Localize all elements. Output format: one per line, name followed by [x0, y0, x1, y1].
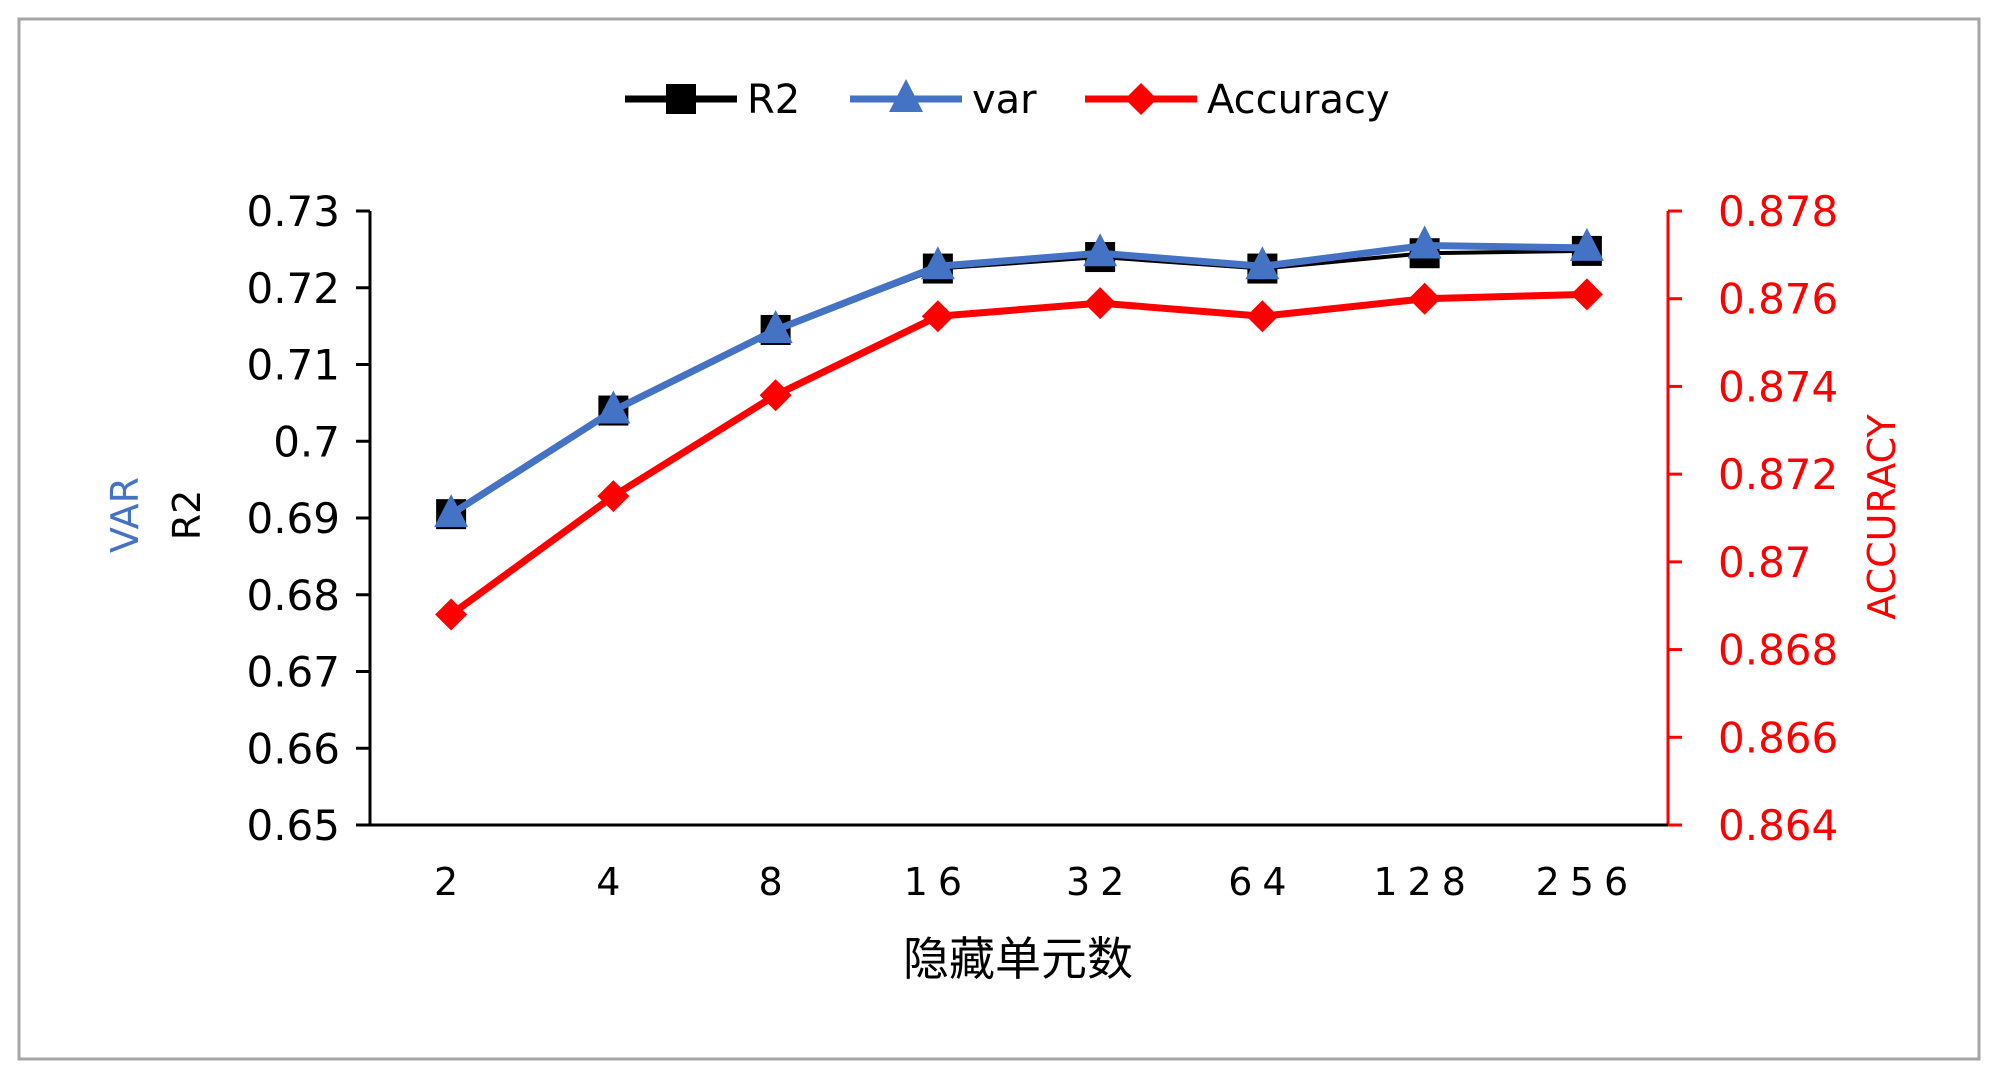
legend-label-accuracy: Accuracy — [1207, 77, 1390, 123]
series-line-accuracy — [449, 290, 1587, 618]
y-axis-title-accuracy: ACCURACY — [1860, 413, 1904, 619]
left-y-tick-label: 0.65 — [246, 801, 340, 850]
data-point-accuracy — [597, 480, 630, 513]
right-y-tick-label: 0.872 — [1718, 450, 1838, 499]
data-point-var — [1569, 227, 1604, 261]
legend-label-r2: R2 — [747, 77, 800, 123]
plot-lines — [434, 225, 1604, 631]
legend-marker-var — [889, 79, 923, 112]
legend: R2 var Accuracy — [625, 77, 1390, 123]
x-tick-label: 16 — [904, 860, 972, 904]
right-y-tick-label: 0.876 — [1718, 275, 1838, 324]
data-point-accuracy — [435, 598, 468, 631]
x-tick-label: 8 — [759, 860, 793, 904]
right-y-tick-label: 0.866 — [1718, 713, 1838, 762]
axes — [356, 209, 1682, 827]
left-y-tick-label: 0.69 — [246, 494, 340, 543]
y-axis-title-var: VAR — [103, 477, 147, 553]
left-y-tick-label: 0.68 — [246, 571, 340, 620]
data-point-var — [1083, 233, 1118, 267]
x-tick-label: 4 — [596, 860, 630, 904]
data-point-accuracy — [1084, 287, 1117, 320]
left-y-tick-label: 0.72 — [246, 264, 340, 313]
right-y-tick-label: 0.868 — [1718, 626, 1838, 675]
series-line-var — [449, 242, 1587, 518]
left-y-tick-label: 0.7 — [273, 417, 340, 466]
legend-item-var: var — [850, 77, 1037, 123]
data-point-var — [1245, 246, 1280, 280]
x-tick-label: 32 — [1066, 860, 1134, 904]
right-y-tick-label: 0.874 — [1718, 362, 1838, 411]
left-y-tick-label: 0.71 — [246, 341, 340, 390]
data-point-accuracy — [1246, 300, 1279, 333]
data-point-accuracy — [1408, 282, 1441, 315]
y-axis-title-r2: R2 — [165, 490, 209, 541]
chart-frame — [17, 17, 1981, 1061]
data-point-var — [434, 494, 469, 528]
left-y-tick-label: 0.67 — [246, 648, 340, 697]
x-tick-label: 2 — [434, 860, 468, 904]
x-tick-label: 256 — [1536, 860, 1639, 904]
data-point-var — [596, 390, 631, 424]
data-point-var — [920, 246, 955, 280]
data-point-accuracy — [759, 379, 792, 412]
data-point-accuracy — [921, 300, 954, 333]
legend-marker-accuracy — [1125, 83, 1157, 115]
x-tick-label: 64 — [1228, 860, 1296, 904]
x-tick-label: 128 — [1373, 860, 1476, 904]
right-y-tick-label: 0.878 — [1718, 187, 1838, 236]
data-point-var — [758, 309, 793, 343]
right-y-tick-label: 0.87 — [1718, 538, 1812, 587]
legend-marker-r2 — [666, 84, 696, 114]
legend-item-accuracy: Accuracy — [1085, 77, 1390, 123]
left-y-tick-label: 0.73 — [246, 187, 340, 236]
legend-item-r2: R2 — [625, 77, 800, 123]
tick-labels: 0.65 0.66 0.67 0.68 0.69 0.7 0.71 0.72 0.73 0.864… — [246, 187, 1838, 904]
x-axis-title: 隐藏单元数 — [903, 932, 1133, 986]
legend-label-var: var — [972, 77, 1037, 123]
data-point-var — [1407, 225, 1442, 259]
right-y-tick-label: 0.864 — [1718, 801, 1838, 850]
left-y-tick-label: 0.66 — [246, 724, 340, 773]
data-point-accuracy — [1570, 278, 1603, 311]
